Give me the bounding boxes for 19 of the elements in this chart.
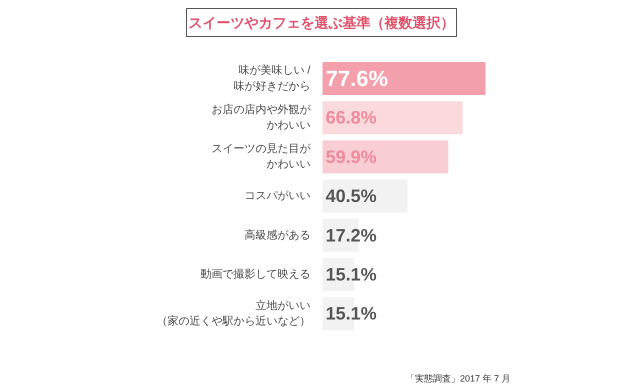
y-tick-label: 高級感がある xyxy=(244,228,310,242)
data-label: 66.8% xyxy=(326,108,377,128)
data-label: 59.9% xyxy=(326,146,377,167)
data-label: 40.5% xyxy=(326,186,377,206)
data-label: 17.2% xyxy=(326,225,377,246)
y-tick-label: スイーツの見た目がかわいい xyxy=(212,143,312,171)
data-label: 77.6% xyxy=(326,66,388,91)
chart-title: スイーツやカフェを選ぶ基準（複数選択） xyxy=(188,14,454,30)
bar xyxy=(322,101,463,134)
data-label: 15.1% xyxy=(326,304,377,324)
data-label: 15.1% xyxy=(326,264,377,284)
text: 「実態調査」2017 年 7 月 xyxy=(406,374,511,384)
y-tick-label: 立地がいい（家の近くや駅から近いなど） xyxy=(156,298,310,328)
bar xyxy=(322,140,448,174)
y-tick-label: コスパがいい xyxy=(244,190,310,202)
y-tick-label: 味が美味しい /味が好きだから xyxy=(234,64,312,92)
y-tick-label: お店の店内や外観がかわいい xyxy=(212,102,312,132)
bar xyxy=(322,62,486,95)
y-tick-label: 動画で撮影して映える xyxy=(200,268,310,280)
